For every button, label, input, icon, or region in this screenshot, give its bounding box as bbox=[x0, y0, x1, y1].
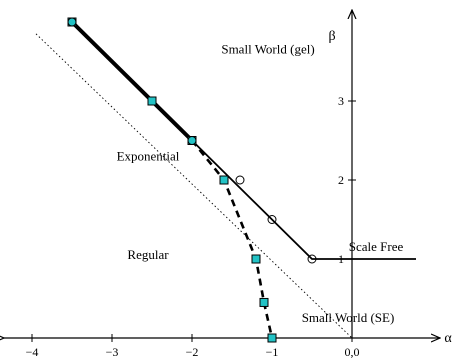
series-line-solid-thick bbox=[70, 20, 194, 142]
y-tick-label: 3 bbox=[338, 94, 344, 108]
series-line-dashed-thick bbox=[190, 139, 274, 339]
square-marker bbox=[147, 96, 157, 106]
x-tick-label: 0,0 bbox=[345, 345, 360, 359]
series-line-solid bbox=[191, 139, 416, 260]
region-label: Small World (SE) bbox=[302, 310, 395, 325]
region-label: Scale Free bbox=[349, 239, 404, 254]
region-label: Small World (gel) bbox=[221, 42, 314, 57]
circle-marker bbox=[67, 17, 77, 27]
square-marker bbox=[219, 175, 229, 185]
series-line-dotted bbox=[35, 33, 353, 339]
marker-layer bbox=[67, 17, 317, 343]
circle-marker bbox=[267, 215, 277, 224]
y-axis-label: β bbox=[328, 29, 335, 44]
annotation-layer: Small World (gel) Exponential Regular Scale… bbox=[117, 42, 404, 326]
circle-marker bbox=[187, 136, 197, 145]
square-marker bbox=[267, 333, 277, 343]
x-axis-label: α bbox=[444, 331, 452, 346]
region-label: Exponential bbox=[117, 148, 180, 163]
x-tick-label: −3 bbox=[106, 345, 119, 359]
x-tick-label: −1 bbox=[266, 345, 279, 359]
square-marker bbox=[251, 254, 261, 264]
y-tick-label: 2 bbox=[338, 173, 344, 187]
x-ticks: −4 −3 −2 −1 0,0 bbox=[26, 334, 360, 359]
x-tick-label: −2 bbox=[186, 345, 199, 359]
region-label: Regular bbox=[127, 247, 169, 262]
square-marker bbox=[259, 297, 269, 307]
circle-marker bbox=[235, 175, 245, 185]
x-tick-label: −4 bbox=[26, 345, 39, 359]
circle-marker bbox=[307, 254, 317, 264]
